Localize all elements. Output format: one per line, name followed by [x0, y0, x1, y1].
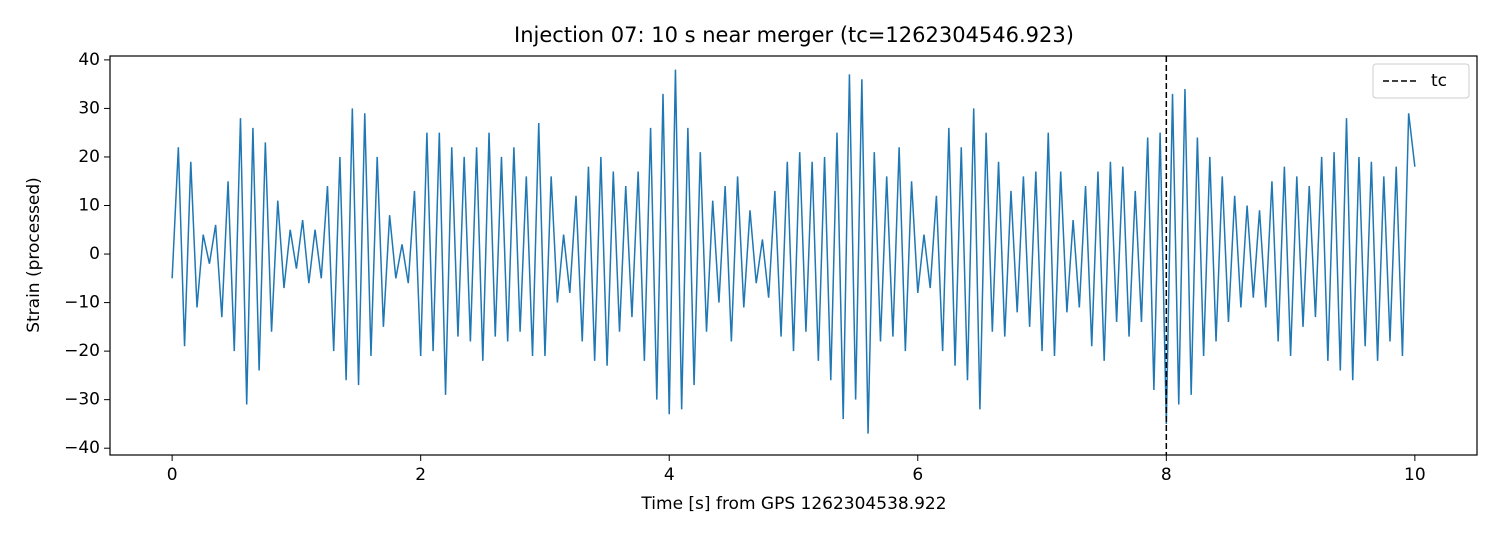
- legend-box: [1372, 63, 1470, 99]
- y-tick-label: −40: [64, 438, 100, 458]
- y-tick-label: −30: [64, 390, 100, 410]
- x-tick-label: 10: [1404, 465, 1426, 485]
- y-tick-label: −10: [64, 293, 100, 313]
- y-axis-label: Strain (processed): [24, 177, 44, 333]
- x-tick-label: 8: [1161, 465, 1172, 485]
- y-tick-label: 40: [78, 50, 100, 70]
- x-tick-label: 6: [912, 465, 923, 485]
- chart-title: Injection 07: 10 s near merger (tc=12623…: [514, 23, 1074, 47]
- y-tick-label: 0: [89, 244, 100, 264]
- legend-label: tc: [1431, 71, 1447, 91]
- strain-line: [171, 69, 1416, 434]
- y-tick-label: 20: [78, 147, 100, 167]
- y-tick-label: 30: [78, 98, 100, 118]
- x-axis-label: Time [s] from GPS 1262304538.922: [640, 494, 946, 514]
- y-tick-label: 10: [78, 196, 100, 216]
- y-tick-label: −20: [64, 341, 100, 361]
- x-tick-label: 0: [167, 465, 178, 485]
- x-tick-label: 4: [664, 465, 675, 485]
- x-tick-label: 2: [415, 465, 426, 485]
- plot-frame: [109, 55, 1478, 456]
